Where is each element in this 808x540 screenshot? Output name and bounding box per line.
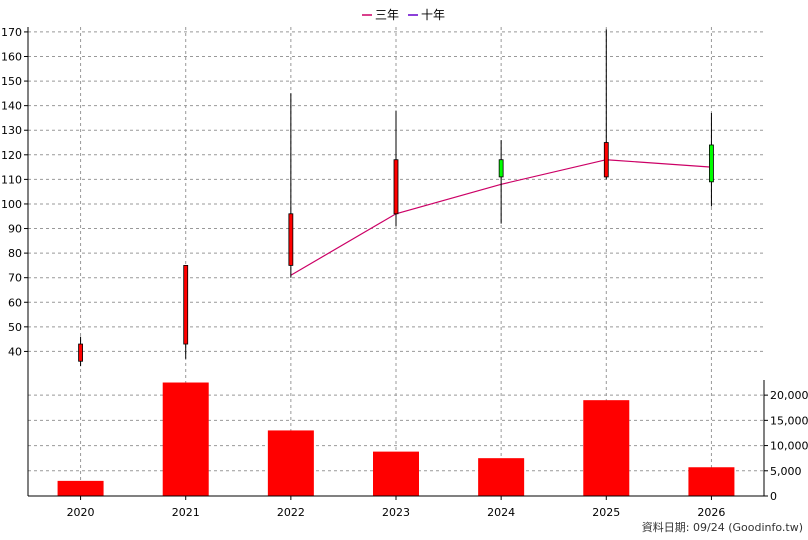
price-tick-label: 90	[8, 223, 22, 236]
volume-bar	[688, 467, 735, 496]
volume-tick-label: 20,000	[770, 389, 808, 402]
volume-tick-label: 10,000	[770, 440, 808, 453]
category-tick-label: 2021	[172, 506, 200, 519]
price-tick-label: 140	[1, 100, 22, 113]
price-tick-label: 100	[1, 198, 22, 211]
candle-body	[393, 159, 399, 215]
candle-body	[78, 343, 83, 362]
legend: 三年 十年	[362, 8, 445, 22]
legend-label-ten-year: 十年	[421, 8, 445, 22]
volume-bar	[373, 451, 419, 496]
data-source-footer: 資料日期: 09/24 (Goodinfo.tw)	[642, 520, 803, 534]
price-tick-label: 110	[1, 173, 22, 186]
candle-body	[498, 159, 504, 178]
candle-body	[183, 265, 189, 345]
volume-bar	[478, 458, 525, 496]
volume-bar	[267, 430, 314, 496]
candle-body	[288, 213, 294, 266]
candle-body	[603, 142, 609, 178]
category-tick-label: 2026	[697, 506, 725, 519]
price-tick-label: 170	[1, 26, 22, 39]
price-tick-label: 40	[8, 345, 22, 358]
category-tick-label: 2023	[382, 506, 410, 519]
price-tick-label: 80	[8, 247, 22, 260]
category-tick-label: 2022	[277, 506, 305, 519]
grid-lines	[28, 27, 764, 496]
price-tick-label: 60	[8, 296, 22, 309]
price-tick-label: 70	[8, 272, 22, 285]
price-tick-label: 150	[1, 75, 22, 88]
axes: 40 50 60 70 80 90 100 110 120 130 140 150 160 170 0 5,0…	[1, 26, 808, 519]
volume-bar	[583, 400, 630, 496]
candles	[78, 29, 714, 367]
category-tick-label: 2024	[487, 506, 515, 519]
category-tick-label: 2025	[592, 506, 620, 519]
volume-bar	[57, 480, 104, 496]
volume-bars	[57, 382, 735, 496]
price-tick-label: 120	[1, 149, 22, 162]
price-tick-label: 160	[1, 50, 22, 63]
legend-label-three-year: 三年	[375, 8, 399, 22]
price-tick-label: 50	[8, 321, 22, 334]
category-tick-label: 2020	[67, 506, 95, 519]
volume-tick-label: 0	[770, 490, 777, 503]
price-tick-label: 130	[1, 124, 22, 137]
candle-body	[709, 144, 714, 183]
volume-tick-label: 15,000	[770, 414, 808, 427]
volume-bar	[162, 382, 209, 496]
volume-tick-label: 5,000	[770, 465, 802, 478]
